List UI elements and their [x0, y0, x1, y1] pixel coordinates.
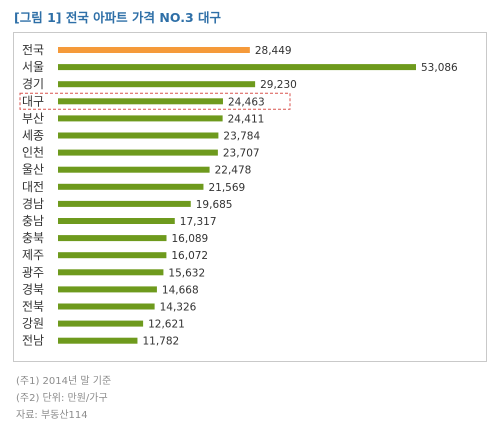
- value-label: 14,668: [162, 284, 199, 296]
- bar: [58, 269, 164, 276]
- bar: [58, 337, 138, 344]
- bar: [58, 47, 250, 53]
- bar: [58, 98, 223, 105]
- chart-title: [그림 1] 전국 아파트 가격 NO.3 대구: [14, 10, 221, 25]
- category-label: 경남: [22, 197, 44, 211]
- value-label: 15,632: [168, 267, 205, 279]
- notes: (주1) 2014년 말 기준 (주2) 단위: 만원/가구 자료: 부동산11…: [16, 373, 111, 424]
- value-label: 22,478: [215, 165, 252, 177]
- value-label: 23,784: [223, 131, 260, 143]
- value-label: 23,707: [223, 148, 260, 160]
- category-label: 서울: [22, 60, 44, 74]
- category-label: 경북: [22, 282, 44, 296]
- bar: [58, 132, 219, 139]
- value-label: 14,326: [160, 302, 197, 314]
- category-label: 전북: [22, 300, 44, 314]
- value-label: 28,449: [255, 45, 292, 57]
- category-label: 경기: [22, 77, 44, 91]
- bar: [58, 218, 175, 224]
- bar: [58, 200, 191, 207]
- bar: [58, 149, 218, 156]
- value-label: 11,782: [142, 336, 179, 348]
- category-label: 대구: [22, 94, 44, 108]
- bar: [58, 166, 210, 173]
- value-label: 24,463: [228, 96, 265, 108]
- bar: [58, 303, 155, 310]
- category-label: 대전: [22, 180, 44, 194]
- category-label: 강원: [22, 317, 44, 331]
- bar: [58, 235, 167, 242]
- bar: [58, 64, 416, 71]
- category-label: 인천: [22, 145, 44, 160]
- bar: [58, 115, 223, 122]
- category-label: 제주: [22, 248, 44, 262]
- category-label: 전국: [22, 43, 44, 57]
- value-label: 21,569: [208, 182, 245, 194]
- value-label: 29,230: [260, 79, 297, 91]
- value-label: 24,411: [228, 113, 265, 125]
- bar: [58, 286, 157, 293]
- value-label: 16,072: [171, 250, 208, 262]
- bar: [58, 183, 204, 190]
- value-label: 12,621: [148, 319, 185, 331]
- note-source: 자료: 부동산114: [16, 410, 88, 421]
- note-unit: (주2) 단위: 만원/가구: [16, 393, 108, 404]
- note-basis-date: (주1) 2014년 말 기준: [16, 376, 112, 387]
- category-label: 광주: [22, 265, 44, 279]
- value-label: 16,089: [172, 233, 209, 245]
- value-label: 17,317: [180, 216, 217, 228]
- bar-chart: 전국 28,449 서울 53,086 경기 29,230 대구 24,463 부산 24,411…: [19, 43, 458, 348]
- category-label: 세종: [22, 129, 44, 143]
- category-label: 충남: [22, 214, 44, 228]
- bar: [58, 252, 167, 259]
- value-label: 53,086: [421, 62, 458, 74]
- category-label: 부산: [22, 111, 44, 125]
- bar: [58, 320, 144, 327]
- category-label: 전남: [22, 334, 44, 348]
- category-label: 충북: [22, 231, 44, 245]
- value-label: 19,685: [196, 199, 233, 211]
- category-label: 울산: [22, 163, 44, 177]
- bar: [58, 81, 256, 88]
- highlight-box: [19, 92, 291, 110]
